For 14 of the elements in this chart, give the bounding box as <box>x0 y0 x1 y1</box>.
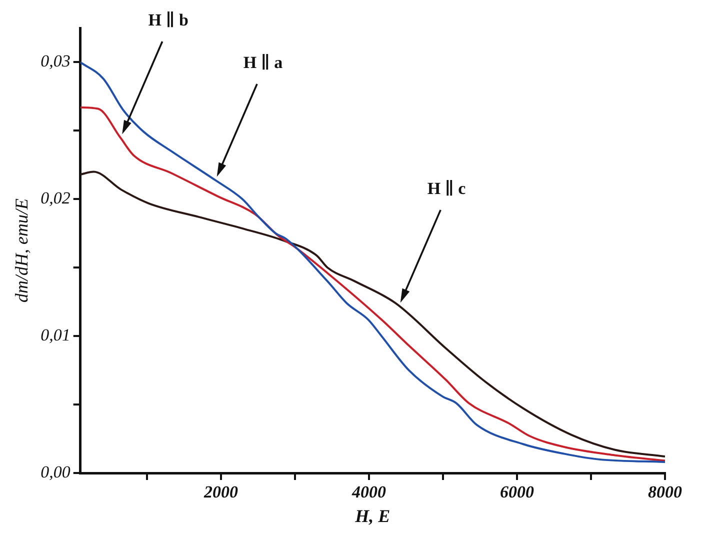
x-tick-label: 2000 <box>202 482 238 502</box>
x-tick-label: 6000 <box>500 482 534 502</box>
line-series <box>80 170 665 458</box>
x-tick-label: 4000 <box>350 482 386 502</box>
annotation: H ∥ a <box>243 52 284 72</box>
x-axis-title: H, E <box>354 506 390 526</box>
y-tick-label: 0,02 <box>40 188 71 208</box>
y-tick-label: 0,03 <box>40 52 70 71</box>
annotation: H ∥ b <box>148 10 188 30</box>
annotation: H ∥ c <box>427 178 466 198</box>
y-axis-title: dm/dH, emu/E <box>12 198 32 302</box>
y-tick-label: 0,00 <box>40 462 71 482</box>
y-tick-label: 0,01 <box>40 326 70 345</box>
x-tick-label: 8000 <box>648 482 682 502</box>
